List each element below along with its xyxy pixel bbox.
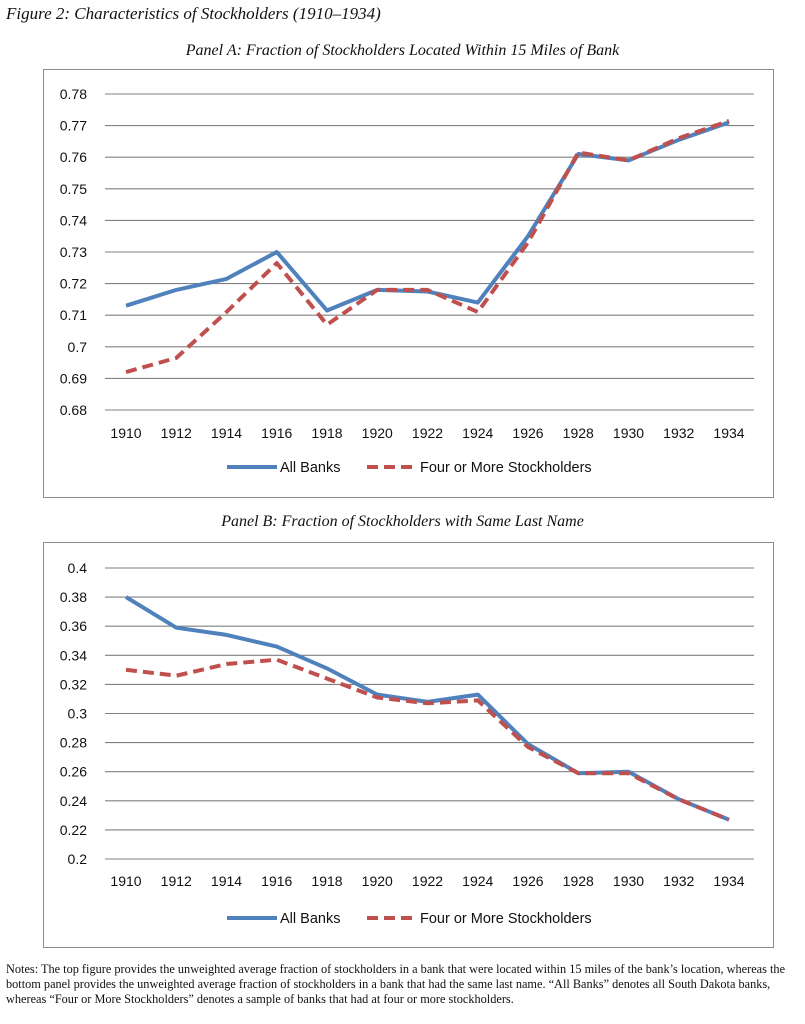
panel-a-legend-label-all-banks: All Banks (280, 460, 340, 476)
panel-b-y-tick-label: 0.32 (60, 676, 87, 692)
panel-b-legend-label-four-or-more: Four or More Stockholders (420, 911, 592, 927)
panel-a-x-tick-label: 1932 (663, 425, 694, 441)
panel-b-y-tick-label: 0.3 (68, 706, 88, 722)
panel-b-x-tick-label: 1914 (211, 873, 242, 889)
panel-b-title: Panel B: Fraction of Stockholders with S… (221, 513, 584, 530)
figure-notes: Notes: The top figure provides the unwei… (6, 962, 786, 1006)
panel-a-x-tick-label: 1916 (261, 425, 292, 441)
panel-a-series-four-or-more-line (125, 119, 730, 375)
panel-b-x-tick-label: 1932 (663, 873, 694, 889)
panel-b-x-tick-label: 1910 (110, 873, 141, 889)
panel-a-x-tick-label: 1926 (512, 425, 543, 441)
panel-a-series-all-banks-line (125, 120, 730, 313)
panel-a-x-tick-label: 1922 (412, 425, 443, 441)
panel-b-x-tick-label: 1934 (713, 873, 744, 889)
panel-a-x-tick-label: 1920 (362, 425, 393, 441)
panel-b-y-tick-label: 0.38 (60, 589, 87, 605)
panel-a-y-tick-label: 0.7 (68, 339, 88, 355)
panel-b-y-tick-label: 0.34 (60, 647, 87, 663)
panel-a-y-tick-label: 0.74 (60, 212, 87, 228)
panel-b-x-tick-label: 1920 (362, 873, 393, 889)
panel-a-x-tick-label: 1914 (211, 425, 242, 441)
panel-a-x-tick-label: 1930 (613, 425, 644, 441)
panel-a-y-tick-label: 0.73 (60, 244, 87, 260)
panel-a-x-tick-label: 1928 (563, 425, 594, 441)
panel-b-legend-label-all-banks: All Banks (280, 911, 340, 927)
panel-b-x-tick-label: 1918 (311, 873, 342, 889)
panel-a-title: Panel A: Fraction of Stockholders Locate… (185, 42, 620, 59)
panel-b-x-tick-label: 1922 (412, 873, 443, 889)
panel-a-y-tick-label: 0.71 (60, 307, 87, 323)
panel-b-y-tick-label: 0.28 (60, 735, 87, 751)
panel-a-svg: 0.68 0.69 0.7 0.71 0.72 0.73 0.74 0.75 0.76 0.77 0… (60, 86, 754, 476)
panel-b-y-tick-label: 0.4 (68, 560, 88, 576)
panel-b-x-tick-label: 1930 (613, 873, 644, 889)
panel-a-y-tick-label: 0.75 (60, 181, 87, 197)
panel-b-x-tick-label: 1912 (161, 873, 192, 889)
panel-a-x-tick-label: 1934 (713, 425, 744, 441)
panel-b-y-tick-label: 0.2 (68, 851, 88, 867)
panel-b-series-four-or-more-line (125, 657, 730, 822)
panel-b-y-tick-label: 0.26 (60, 764, 87, 780)
panel-b-x-tick-label: 1928 (563, 873, 594, 889)
panel-a-y-tick-label: 0.78 (60, 86, 87, 102)
panel-b-y-tick-label: 0.24 (60, 793, 87, 809)
panel-a-y-tick-label: 0.68 (60, 402, 87, 418)
panel-b-svg: 0.2 0.22 0.24 0.26 0.28 0.3 0.32 0.34 0.36 0.38 0.… (60, 560, 754, 927)
panel-a-x-tick-label: 1924 (462, 425, 493, 441)
panel-b-x-tick-label: 1916 (261, 873, 292, 889)
panel-b-y-tick-label: 0.22 (60, 822, 87, 838)
panel-a-y-tick-label: 0.72 (60, 276, 87, 292)
panel-b-x-tick-label: 1926 (512, 873, 543, 889)
panel-b-series-all-banks-line (124, 595, 730, 822)
panel-a-y-tick-label: 0.77 (60, 118, 87, 134)
panel-b-x-tick-label: 1924 (462, 873, 493, 889)
panel-a-chart: 0.68 0.69 0.7 0.71 0.72 0.73 0.74 0.75 0.76 0.77 0… (43, 69, 774, 498)
panel-a-y-tick-label: 0.76 (60, 149, 87, 165)
panel-a-x-tick-label: 1910 (110, 425, 141, 441)
panel-a-legend-label-four-or-more: Four or More Stockholders (420, 460, 592, 476)
panel-a-x-tick-label: 1918 (311, 425, 342, 441)
panel-b-chart: 0.2 0.22 0.24 0.26 0.28 0.3 0.32 0.34 0.36 0.38 0.… (43, 542, 774, 948)
panel-a-y-tick-label: 0.69 (60, 370, 87, 386)
figure-title: Figure 2: Characteristics of Stockholder… (6, 4, 381, 23)
panel-b-y-tick-label: 0.36 (60, 618, 87, 634)
panel-a-x-tick-label: 1912 (161, 425, 192, 441)
